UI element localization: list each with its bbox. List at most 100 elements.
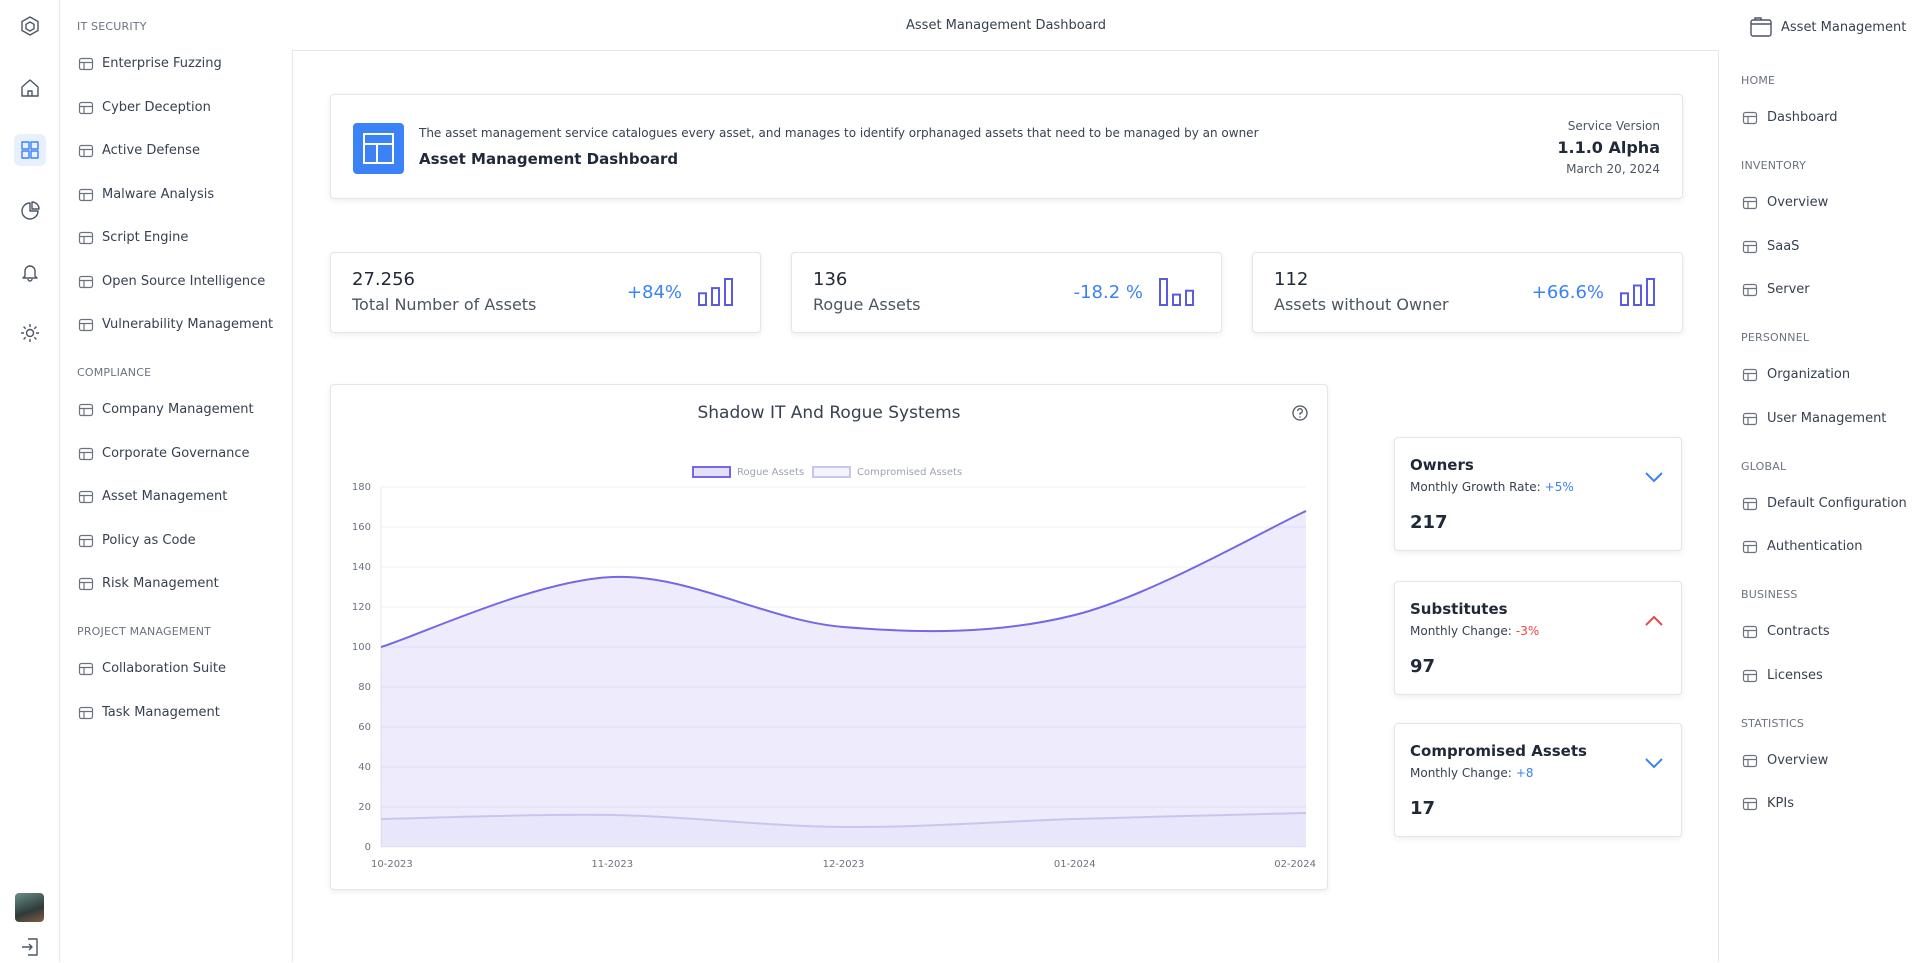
chevron [1645, 615, 1663, 626]
icon-shape [1743, 200, 1757, 209]
nav-item[interactable]: Vulnerability Management [74, 314, 278, 336]
nav-icon [78, 57, 94, 71]
icon-shape [1742, 283, 1758, 297]
nav-icon [78, 490, 94, 504]
nav-item[interactable]: Enterprise Fuzzing [74, 53, 278, 75]
series-area [381, 813, 1306, 847]
metric-change-label: Monthly Change: [1410, 766, 1512, 780]
icon-shape [1742, 240, 1758, 253]
icon-shape [1742, 754, 1758, 767]
icon-shape [78, 57, 94, 71]
icon-shape [1743, 758, 1757, 766]
nav-icon [1742, 797, 1758, 811]
nav-item[interactable]: Contracts [1738, 621, 1920, 643]
nav-icon [1742, 368, 1758, 382]
icon-shape [1742, 368, 1758, 382]
chevron [1645, 472, 1663, 483]
banner-icon [353, 123, 404, 174]
rail-button[interactable] [14, 10, 46, 42]
y-tick-label: 0 [365, 842, 371, 853]
icon-shape [1743, 372, 1757, 381]
sidebar: IT SECURITY Enterprise Fuzzing Cyber Decep… [60, 0, 292, 962]
trend-chevron[interactable] [1643, 756, 1665, 770]
trend-chevron[interactable] [1643, 470, 1665, 484]
series-line [380, 510, 1307, 648]
nav-item[interactable]: Authentication [1738, 536, 1920, 558]
y-tick-label: 120 [352, 602, 371, 613]
icon-shape [78, 447, 94, 460]
nav-item[interactable]: SaaS [1738, 236, 1920, 258]
icon-shape [21, 324, 39, 342]
rail-icon [21, 79, 39, 97]
nav-item[interactable]: User Management [1738, 408, 1920, 430]
x-tick-label: 10-2023 [371, 859, 413, 870]
rail-button[interactable] [14, 134, 46, 166]
rail-button[interactable] [14, 317, 46, 349]
metric-card: Compromised Assets Monthly Change: +8 17 [1394, 723, 1682, 837]
nav-item[interactable]: Open Source Intelligence [74, 271, 278, 293]
nav-icon [1742, 625, 1758, 639]
nav-icon [1742, 540, 1758, 554]
icon-shape [79, 710, 93, 718]
nav-item[interactable]: Cyber Deception [74, 97, 278, 119]
nav-icon [78, 101, 94, 114]
app-switcher[interactable]: Asset Management [1749, 14, 1906, 40]
nav-item[interactable]: Corporate Governance [74, 443, 278, 465]
icon-shape [1743, 629, 1757, 638]
rail-button[interactable] [14, 931, 46, 963]
nav-item-label: KPIs [1767, 796, 1794, 811]
nav-item-label: Server [1767, 282, 1810, 297]
nav-item[interactable]: Default Configuration [1738, 493, 1920, 515]
icon-bar [1185, 289, 1194, 306]
icon-shape [79, 451, 93, 459]
nav-item[interactable]: Risk Management [74, 573, 278, 595]
nav-item[interactable]: Script Engine [74, 227, 278, 249]
legend-item[interactable]: Rogue Assets [692, 466, 804, 478]
nav-item[interactable]: Server [1738, 279, 1920, 301]
icon-shape [78, 101, 94, 114]
icon-shape [78, 188, 94, 201]
icon-shape [79, 235, 93, 244]
help-icon[interactable] [1292, 405, 1308, 421]
nav-item[interactable]: Collaboration Suite [74, 658, 278, 680]
nav-item[interactable]: Dashboard [1738, 107, 1920, 129]
trend-chevron[interactable] [1643, 614, 1665, 628]
legend-item[interactable]: Compromised Assets [812, 466, 962, 478]
icon-bar [1620, 292, 1629, 306]
nav-icon [78, 534, 94, 547]
nav-item-label: Policy as Code [102, 532, 196, 548]
app-icon [1750, 17, 1772, 37]
nav-item[interactable]: Policy as Code [74, 530, 278, 552]
stat-label: Total Number of Assets [352, 295, 537, 314]
nav-item[interactable]: Active Defense [74, 140, 278, 162]
icon-shape [22, 265, 38, 282]
icon-shape [78, 144, 94, 158]
nav-item-label: Risk Management [102, 576, 219, 591]
rail-icon [21, 16, 39, 36]
nav-item[interactable]: Task Management [74, 702, 278, 724]
nav-item-label: Contracts [1767, 624, 1830, 639]
nav-item[interactable]: Overview [1738, 750, 1920, 772]
icon-shape [1292, 405, 1308, 421]
rail-button[interactable] [14, 72, 46, 104]
user-avatar[interactable] [15, 893, 44, 922]
rail-button[interactable] [14, 256, 46, 288]
nav-item[interactable]: Asset Management [74, 486, 278, 508]
nav-item[interactable]: Licenses [1738, 665, 1920, 687]
rail-button[interactable] [14, 195, 46, 227]
icon-shape [78, 534, 94, 547]
nav-item[interactable]: Company Management [74, 399, 278, 421]
nav-icon [1742, 669, 1758, 682]
chart-card: Shadow IT And Rogue Systems 0 20 40 60 80 100 1… [330, 384, 1328, 890]
nav-item[interactable]: KPIs [1738, 793, 1920, 815]
nav-item-label: Enterprise Fuzzing [102, 56, 222, 71]
icon-shape [78, 231, 94, 245]
nav-item[interactable]: Overview [1738, 192, 1920, 214]
nav-icon [78, 318, 94, 332]
nav-item[interactable]: Malware Analysis [74, 184, 278, 206]
nav-item[interactable]: Organization [1738, 364, 1920, 386]
metric-change: +8 [1515, 766, 1534, 780]
nav-icon [78, 577, 94, 591]
nav-item-label: Dashboard [1767, 110, 1838, 125]
nav-item-label: Default Configuration [1767, 495, 1907, 511]
